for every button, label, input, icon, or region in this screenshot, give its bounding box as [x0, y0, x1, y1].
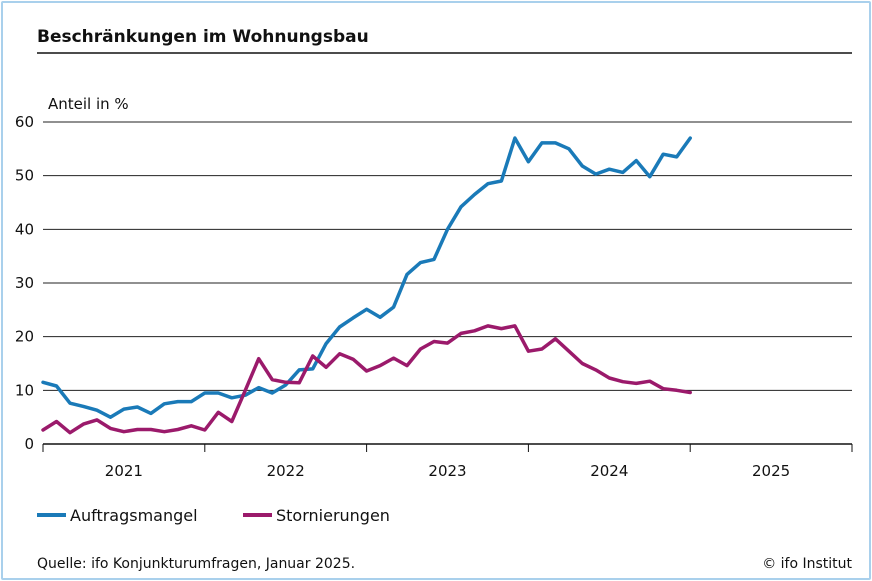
y-tick-label: 60	[15, 113, 34, 131]
x-tick-label: 2021	[105, 462, 143, 480]
y-tick-label: 30	[15, 274, 34, 292]
y-tick-label: 0	[24, 435, 34, 453]
y-tick-label: 50	[15, 167, 34, 185]
chart-title: Beschränkungen im Wohnungsbau	[37, 27, 369, 47]
credit-note: © ifo Institut	[762, 556, 852, 572]
series-line-auftragsmangel	[41, 136, 692, 419]
source-note: Quelle: ifo Konjunkturumfragen, Januar 2…	[37, 556, 355, 572]
series-line-stornierungen	[41, 324, 692, 435]
x-tick-label: 2024	[590, 462, 628, 480]
y-tick-label: 40	[15, 220, 34, 238]
y-tick-label: 10	[15, 381, 34, 399]
legend-label: Auftragsmangel	[70, 506, 198, 525]
y-tick-label: 20	[15, 328, 34, 346]
x-tick-label: 2022	[267, 462, 305, 480]
y-axis-label: Anteil in %	[48, 95, 129, 113]
x-tick-label: 2023	[428, 462, 466, 480]
x-tick-label: 2025	[752, 462, 790, 480]
legend-label: Stornierungen	[276, 506, 390, 525]
